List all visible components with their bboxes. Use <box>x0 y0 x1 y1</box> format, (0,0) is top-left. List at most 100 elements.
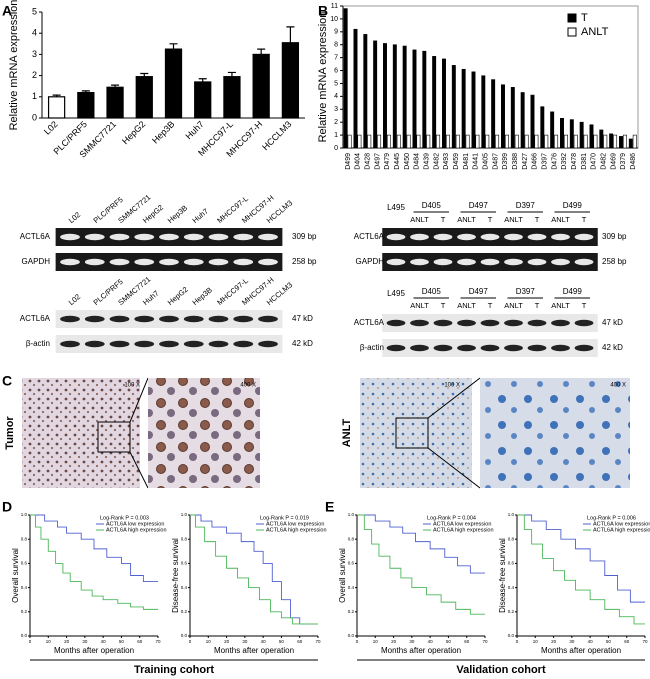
legend-label: ACTL6A high expression <box>106 527 167 533</box>
blot-band <box>551 344 570 352</box>
row-size: 42 kD <box>602 343 623 352</box>
x-tick-label: 70 <box>482 639 488 644</box>
x-tick-label: 0 <box>516 639 519 644</box>
legend-label: ACTL6A high expression <box>433 527 494 533</box>
x-tick-label: 40 <box>588 639 594 644</box>
x-tick-label: 20 <box>224 639 230 644</box>
blot-band <box>386 258 406 266</box>
survival-curve <box>357 514 485 615</box>
x-tick-label: D388 <box>512 153 519 170</box>
error-bar <box>169 43 178 50</box>
bar <box>396 134 401 149</box>
error-bar <box>140 72 149 77</box>
x-tick-label: 40 <box>428 639 434 644</box>
lane-label: ANLT <box>457 215 476 224</box>
bar <box>504 134 509 149</box>
x-tick-label: D482 <box>600 153 607 170</box>
x-tick-label: HCCLM3 <box>260 119 293 152</box>
y-tick-label: 0.2 <box>348 609 355 614</box>
y-axis-label: Disease-free survival <box>498 538 507 613</box>
x-tick-label: D404 <box>355 153 362 170</box>
panel-label: C <box>2 373 12 389</box>
lane-label: T <box>441 215 446 224</box>
x-tick-label: D476 <box>551 153 558 170</box>
bar <box>540 106 545 149</box>
lane-label: T <box>535 215 540 224</box>
micrograph-label: ANLT <box>341 418 353 447</box>
y-tick-label: 8 <box>334 42 338 49</box>
x-tick-label: 60 <box>297 639 303 644</box>
micrograph-label: Tumor <box>4 416 16 450</box>
x-tick-label: D470 <box>591 153 598 170</box>
legend-label: ACTL6A high expression <box>266 527 327 533</box>
blot-band <box>134 315 155 323</box>
bar <box>510 87 515 149</box>
blot-band <box>134 233 155 241</box>
blot-band <box>183 258 204 266</box>
bar <box>77 91 95 119</box>
blot-band <box>258 315 278 323</box>
bar <box>47 96 66 119</box>
y-tick-label: 0.6 <box>508 561 515 566</box>
bar <box>544 134 549 149</box>
error-bar <box>286 26 295 43</box>
blot-band <box>457 344 476 352</box>
y-tick-label: 1.0 <box>181 512 188 517</box>
bar <box>491 79 496 149</box>
bar <box>357 134 362 149</box>
zoom-line <box>129 377 149 423</box>
control-label: L495 <box>387 203 405 212</box>
row-label: GAPDH <box>22 257 51 266</box>
bar <box>481 75 486 149</box>
blot-band <box>433 319 453 327</box>
x-tick-label: D405 <box>482 153 489 170</box>
legend-label: ACTL6A high expression <box>593 527 650 533</box>
row-label: ACTL6A <box>354 318 385 327</box>
group-label: D405 <box>422 201 442 210</box>
group-label: D499 <box>563 287 583 296</box>
y-tick-label: 3 <box>32 49 37 59</box>
x-tick-label: HepG2 <box>120 119 147 146</box>
y-tick-label: 0.8 <box>508 536 515 541</box>
y-tick-label: 0.6 <box>21 561 28 566</box>
blot-band <box>134 258 155 266</box>
blot-band <box>410 344 429 352</box>
blot-band <box>109 233 130 241</box>
x-tick-label: D399 <box>502 153 509 170</box>
bar <box>495 134 500 149</box>
blot-band <box>134 340 155 348</box>
survival-curve <box>30 514 158 610</box>
bar <box>485 134 490 149</box>
x-tick-label: 70 <box>155 639 161 644</box>
blot-band <box>504 233 523 241</box>
x-tick-label: 0 <box>356 639 359 644</box>
blot-band <box>208 340 229 348</box>
blot-band <box>208 258 229 266</box>
blot-band <box>159 233 179 241</box>
bar <box>603 134 608 149</box>
x-tick-label: D478 <box>571 153 578 170</box>
lane-label: ANLT <box>457 301 476 310</box>
bar <box>471 71 476 149</box>
panel-label: A <box>2 3 12 19</box>
bar <box>442 58 446 149</box>
x-tick-label: 70 <box>315 639 321 644</box>
bar <box>252 53 270 119</box>
x-tick-label: 10 <box>206 639 212 644</box>
micrograph-high <box>148 378 260 488</box>
bar <box>383 43 387 149</box>
bar <box>569 119 574 149</box>
x-tick-label: 10 <box>46 639 52 644</box>
bar <box>416 134 421 149</box>
blot-band <box>258 258 278 266</box>
x-tick-label: D466 <box>532 153 539 170</box>
bar <box>475 134 480 149</box>
x-tick-label: 60 <box>624 639 630 644</box>
x-tick-label: 50 <box>606 639 612 644</box>
bar <box>520 92 525 149</box>
blot-band <box>551 233 570 241</box>
blot-band <box>480 233 500 241</box>
cohort-label: Training cohort <box>134 664 214 676</box>
blot-band <box>60 233 80 241</box>
x-tick-label: Huh7 <box>184 119 206 141</box>
